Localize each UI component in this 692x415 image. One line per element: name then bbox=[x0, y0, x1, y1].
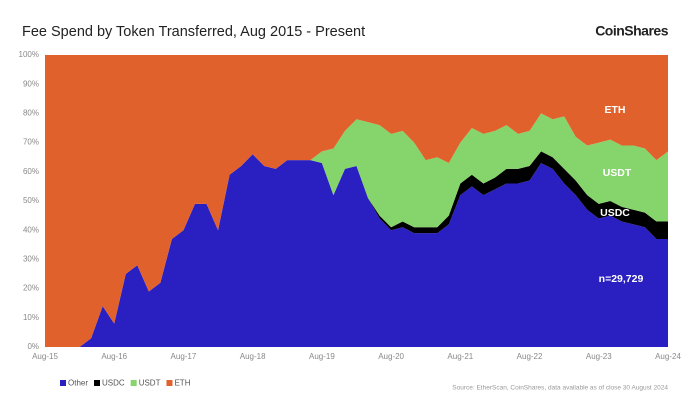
legend-label: Other bbox=[68, 379, 88, 388]
y-tick-label: 60% bbox=[23, 167, 39, 176]
y-tick-label: 90% bbox=[23, 79, 39, 88]
legend-swatch bbox=[60, 380, 66, 386]
annotation: USDC bbox=[600, 207, 630, 219]
area-usdt bbox=[45, 113, 668, 348]
legend-swatch bbox=[130, 380, 137, 386]
brand: CoinShares bbox=[595, 23, 669, 39]
y-tick-label: 10% bbox=[23, 313, 39, 322]
x-tick-label: Aug-18 bbox=[240, 352, 266, 361]
legend-label: ETH bbox=[174, 379, 190, 388]
y-tick-label: 30% bbox=[23, 255, 39, 264]
y-tick-label: 50% bbox=[23, 196, 39, 205]
legend-swatch bbox=[94, 380, 101, 386]
annotation: USDT bbox=[603, 167, 632, 179]
x-tick-label: Aug-21 bbox=[447, 352, 473, 361]
legend-label: USDC bbox=[102, 379, 125, 388]
x-tick-label: Aug-19 bbox=[309, 352, 335, 361]
area-other bbox=[45, 154, 668, 347]
x-tick-label: Aug-20 bbox=[378, 352, 404, 361]
legend-label: USDT bbox=[139, 379, 161, 388]
x-tick-label: Aug-22 bbox=[517, 352, 543, 361]
y-tick-label: 100% bbox=[19, 50, 39, 59]
x-tick-label: Aug-17 bbox=[171, 352, 197, 361]
y-tick-label: 70% bbox=[23, 138, 39, 147]
area-eth bbox=[45, 55, 668, 347]
x-tick-label: Aug-24 bbox=[655, 352, 681, 361]
legend-swatch bbox=[166, 380, 173, 386]
y-tick-label: 20% bbox=[23, 284, 39, 293]
x-tick-label: Aug-15 bbox=[32, 352, 58, 361]
x-tick-label: Aug-16 bbox=[101, 352, 127, 361]
source-note: Source: EtherScan, CoinShares, data avai… bbox=[452, 385, 668, 392]
y-tick-label: 40% bbox=[23, 225, 39, 234]
chart-title: Fee Spend by Token Transferred, Aug 2015… bbox=[22, 24, 365, 40]
x-tick-label: Aug-23 bbox=[586, 352, 612, 361]
y-tick-label: 80% bbox=[23, 109, 39, 118]
annotation: n=29,729 bbox=[599, 273, 644, 285]
y-tick-label: 0% bbox=[27, 342, 39, 351]
annotation: ETH bbox=[605, 104, 626, 116]
